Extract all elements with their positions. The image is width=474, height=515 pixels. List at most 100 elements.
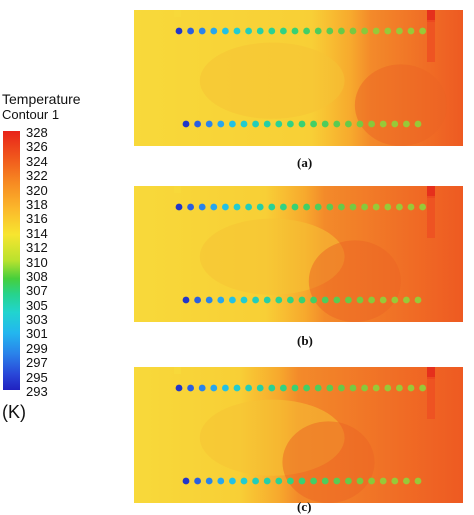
pipe-dot-upper xyxy=(175,384,183,392)
colorbar-tick-label: 316 xyxy=(26,211,48,227)
pipe-dot-lower xyxy=(205,296,213,304)
contour-panel-c xyxy=(134,367,463,503)
pipe-dot-upper xyxy=(222,203,229,211)
outlet-plume xyxy=(427,20,435,62)
pipe-dot-lower xyxy=(356,120,364,128)
colorbar-tick-label: 312 xyxy=(26,240,48,256)
pipe-dot-lower xyxy=(229,120,236,128)
pipe-dot-lower xyxy=(217,296,225,304)
pipe-dot-upper xyxy=(396,203,403,211)
pipe-dot-upper xyxy=(361,384,368,392)
pipe-dot-lower xyxy=(252,296,259,304)
pipe-dot-upper xyxy=(314,384,322,392)
pipe-dot-lower xyxy=(391,120,399,128)
colorbar-tick-label: 307 xyxy=(26,283,48,299)
pipe-dot-lower xyxy=(217,120,225,128)
pipe-dot-upper xyxy=(198,384,206,392)
pipe-dot-lower xyxy=(414,296,422,304)
pipe-dot-lower xyxy=(182,120,190,128)
pipe-dot-upper xyxy=(396,27,403,35)
pipe-dot-upper xyxy=(222,27,229,35)
legend-subtitle: Contour 1 xyxy=(2,107,60,122)
panel-label-c: (c) xyxy=(297,499,312,514)
pipe-dot-lower xyxy=(182,477,190,485)
pipe-dot-upper xyxy=(210,384,218,392)
warm-plume xyxy=(199,218,345,295)
outlet-port xyxy=(427,186,435,198)
pipe-dot-upper xyxy=(407,384,415,392)
pipe-dot-lower xyxy=(275,296,283,304)
pipe-dot-lower xyxy=(391,296,399,304)
pipe-dot-lower xyxy=(345,296,352,304)
pipe-dot-lower xyxy=(229,296,236,304)
pipe-dot-upper xyxy=(372,203,380,211)
panel-label-b: (b) xyxy=(297,333,313,348)
pipe-dot-upper xyxy=(198,203,206,211)
colorbar-tick-label: 324 xyxy=(26,153,48,169)
pipe-dot-upper xyxy=(222,384,229,392)
pipe-dot-lower xyxy=(240,477,248,485)
pipe-dot-upper xyxy=(280,27,287,35)
pipe-dot-lower xyxy=(356,477,364,485)
pipe-dot-lower xyxy=(298,477,306,485)
outlet-port xyxy=(427,10,435,22)
pipe-dot-upper xyxy=(338,27,345,35)
pipe-dot-lower xyxy=(310,477,317,485)
inlet-port xyxy=(174,10,181,17)
pipe-dot-upper xyxy=(326,384,334,392)
pipe-dot-upper xyxy=(349,384,357,392)
colorbar-tick-label: 318 xyxy=(26,196,48,212)
hot-region xyxy=(354,64,447,146)
pipe-dot-upper xyxy=(407,203,415,211)
pipe-dot-lower xyxy=(414,477,422,485)
inlet-port xyxy=(174,367,181,374)
colorbar-tick-label: 305 xyxy=(26,297,48,313)
pipe-dot-upper xyxy=(314,27,322,35)
pipe-dot-lower xyxy=(194,477,201,485)
colorbar-tick-label: 295 xyxy=(26,369,48,385)
pipe-dot-upper xyxy=(303,27,310,35)
pipe-dot-upper xyxy=(268,27,276,35)
colorbar-tick-label: 314 xyxy=(26,225,48,241)
temperature-colorbar xyxy=(3,131,20,390)
pipe-dot-upper xyxy=(419,27,426,35)
pipe-dot-lower xyxy=(298,120,306,128)
pipe-dot-upper xyxy=(256,384,264,392)
contour-panel-a xyxy=(134,10,463,146)
pipe-dot-upper xyxy=(210,27,218,35)
pipe-dot-lower xyxy=(298,296,306,304)
pipe-dot-lower xyxy=(368,477,375,485)
pipe-dot-upper xyxy=(419,384,426,392)
pipe-dot-lower xyxy=(321,477,329,485)
pipe-dot-upper xyxy=(291,384,299,392)
pipe-dot-lower xyxy=(310,296,317,304)
pipe-dot-lower xyxy=(310,120,317,128)
pipe-dot-lower xyxy=(287,296,294,304)
pipe-dot-lower xyxy=(321,296,329,304)
pipe-dot-lower xyxy=(229,477,236,485)
legend-title: Temperature xyxy=(2,91,81,107)
pipe-dot-upper xyxy=(396,384,403,392)
pipe-dot-lower xyxy=(275,477,283,485)
hot-region xyxy=(308,240,401,322)
pipe-dot-lower xyxy=(263,120,271,128)
pipe-dot-upper xyxy=(245,27,252,35)
pipe-dot-upper xyxy=(233,27,241,35)
pipe-dot-lower xyxy=(403,477,410,485)
pipe-dot-lower xyxy=(194,120,201,128)
pipe-dot-lower xyxy=(275,120,283,128)
warm-plume xyxy=(199,42,345,119)
pipe-dot-upper xyxy=(233,384,241,392)
colorbar-tick-label: 301 xyxy=(26,326,48,342)
pipe-dot-upper xyxy=(187,27,194,35)
pipe-dot-upper xyxy=(361,203,368,211)
pipe-dot-upper xyxy=(256,203,264,211)
pipe-dot-upper xyxy=(303,384,310,392)
pipe-dot-lower xyxy=(333,120,341,128)
pipe-dot-upper xyxy=(384,384,392,392)
pipe-dot-lower xyxy=(217,477,225,485)
pipe-dot-upper xyxy=(245,384,252,392)
pipe-dot-lower xyxy=(391,477,399,485)
pipe-dot-upper xyxy=(233,203,241,211)
pipe-dot-upper xyxy=(280,203,287,211)
